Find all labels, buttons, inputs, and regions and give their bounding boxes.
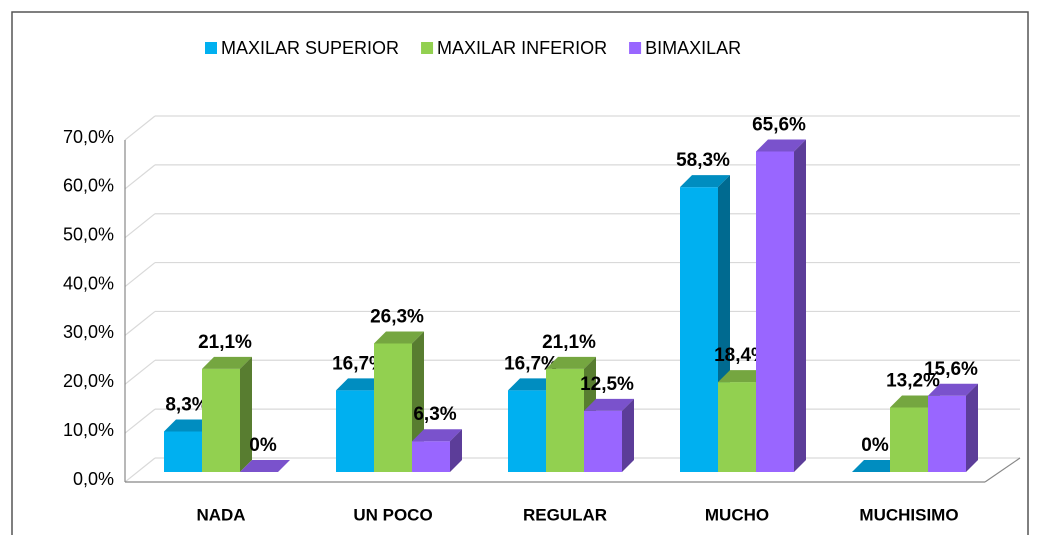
bar-front — [680, 187, 718, 473]
legend-label: MAXILAR SUPERIOR — [221, 38, 399, 58]
bar-top — [584, 398, 634, 411]
value-label: 16,7% — [504, 353, 558, 374]
bar-side — [966, 383, 978, 472]
y-tick-label: 50,0% — [63, 224, 114, 244]
bar-front — [412, 441, 450, 472]
bar-front — [890, 407, 928, 472]
y-tick-label: 0,0% — [73, 469, 114, 489]
y-tick-label: 30,0% — [63, 322, 114, 342]
value-label: 6,3% — [413, 404, 456, 425]
y-tick-label: 20,0% — [63, 371, 114, 391]
bar-front — [508, 390, 546, 472]
bar-top — [202, 356, 252, 369]
legend-label: MAXILAR INFERIOR — [437, 38, 607, 58]
value-label: 21,1% — [198, 332, 252, 353]
value-label: 58,3% — [676, 150, 730, 171]
bar-front — [546, 368, 584, 472]
x-axis-depth — [984, 457, 1021, 483]
bar-top — [680, 175, 730, 188]
value-label: 8,3% — [165, 394, 208, 415]
grid-line-depth — [124, 213, 156, 239]
bar-top — [374, 331, 424, 344]
bar-top — [890, 395, 940, 408]
value-label: 12,5% — [580, 374, 634, 395]
legend-label: BIMAXILAR — [645, 38, 741, 58]
grid-line-depth — [124, 408, 156, 434]
bar-side — [240, 356, 252, 472]
grid-line-depth — [124, 310, 156, 336]
bar-front — [928, 395, 966, 472]
bar-top — [508, 378, 558, 391]
grid-line-depth — [124, 164, 156, 190]
bar-top — [756, 139, 806, 152]
y-tick-label: 10,0% — [63, 420, 114, 440]
bar-top — [546, 356, 596, 369]
grid-line-depth — [124, 262, 156, 288]
bar-front — [756, 151, 794, 473]
x-tick-label: NADA — [196, 505, 245, 524]
bar-top — [240, 460, 290, 472]
bar-top — [852, 460, 902, 472]
legend-swatch — [205, 42, 217, 54]
x-tick-label: REGULAR — [523, 505, 607, 524]
grid-line-depth — [124, 457, 156, 483]
legend-swatch — [629, 42, 642, 54]
value-label: 0% — [861, 435, 889, 456]
grid-line-depth — [124, 359, 156, 385]
y-tick-label: 70,0% — [63, 127, 114, 147]
bar-front — [202, 368, 240, 472]
bar-top — [412, 429, 462, 442]
y-tick-label: 40,0% — [63, 273, 114, 293]
value-label: 13,2% — [886, 371, 940, 392]
bar-front — [336, 390, 374, 472]
x-tick-label: MUCHISIMO — [859, 505, 958, 524]
value-label: 0% — [249, 435, 277, 456]
value-label: 18,4% — [714, 345, 768, 366]
legend-swatch — [421, 42, 434, 54]
value-label: 21,1% — [542, 332, 596, 353]
bar-side — [622, 398, 634, 472]
bar-front — [164, 431, 202, 472]
value-label: 65,6% — [752, 115, 806, 136]
x-tick-label: UN POCO — [353, 505, 432, 524]
bar-front — [374, 343, 412, 472]
bar-side — [794, 139, 806, 473]
bar-side — [450, 429, 462, 472]
value-label: 16,7% — [332, 353, 386, 374]
grid-line-depth — [124, 115, 156, 141]
bar-top — [336, 378, 386, 391]
value-label: 15,6% — [924, 359, 978, 380]
bar-front — [718, 382, 756, 472]
value-label: 26,3% — [370, 307, 424, 328]
y-tick-label: 60,0% — [63, 176, 114, 196]
x-tick-label: MUCHO — [705, 505, 769, 524]
bar-top — [928, 383, 978, 396]
bar-front — [584, 410, 622, 472]
bar-top — [718, 370, 768, 383]
bar-top — [164, 419, 214, 432]
